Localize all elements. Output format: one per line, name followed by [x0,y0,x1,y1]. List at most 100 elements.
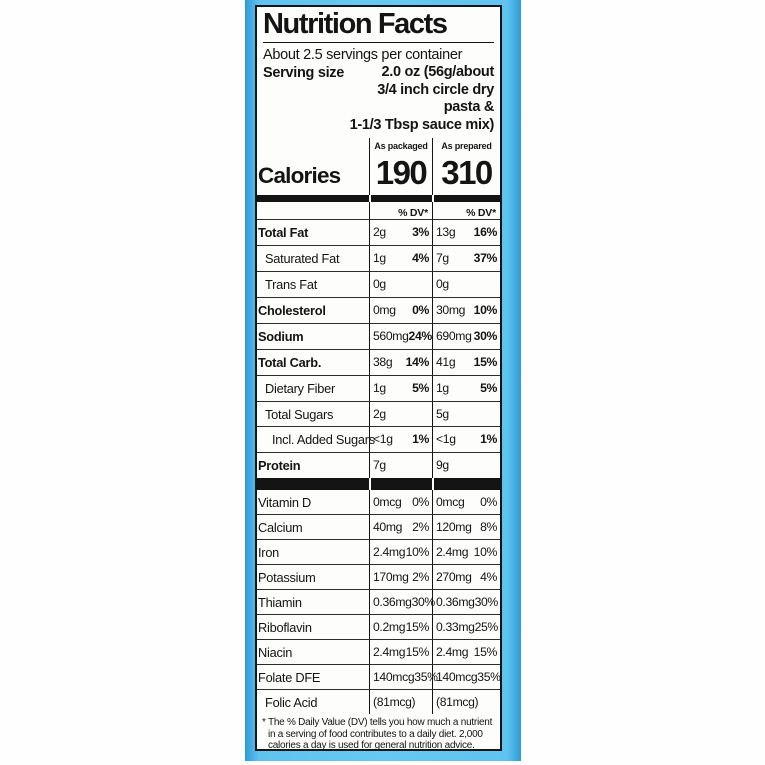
vitamin-packaged-cell: 40mg 2% [369,515,432,540]
nutrition-facts-title: Nutrition Facts [263,8,494,44]
nutrient-packaged-cell: 38g 14% [369,349,432,375]
column-headers-row: As packaged As prepared [257,138,500,152]
vitamin-label: Calcium [258,520,303,536]
daily-value-percent: 30% [474,595,499,610]
amount-value: (81mcg) [436,695,479,710]
amount-value: 2.4mg [373,645,406,660]
amount-value: 0mg [373,302,396,317]
nutrient-prepared-cell: 690mg 30% [432,323,500,349]
serving-size-value: 2.0 oz (56g/about 3/4 inch circle dry pas… [344,64,495,134]
daily-value-percent: 5% [412,380,429,395]
nutrient-row: Cholesterol 0mg 0% 30mg 10% [257,296,500,323]
daily-value-percent: 15% [405,620,430,635]
vitamin-prepared-cell: 0mcg 0% [432,490,500,515]
amount-value: 1g [373,251,386,266]
serving-size-label: Serving size [263,65,345,82]
vitamin-row: Vitamin D 0mcg 0% 0mcg 0% [257,490,500,515]
vitamin-packaged-cell: 140mcg 35% [369,665,438,690]
amount-value: <1g [373,432,393,447]
amount-value: 120mg [436,520,472,535]
amount-value: 1g [373,380,386,395]
nutrient-prepared-cell: 5g [432,401,500,427]
vitamin-prepared-cell: 0.36mg 30% [432,590,501,615]
daily-value-percent: 10% [405,545,430,560]
amount-value: 0.33mg [436,620,475,635]
amount-value: 0.36mg [373,595,412,610]
nutrient-prepared-cell: 0g [432,272,500,297]
nutrition-facts-label: Nutrition Facts About 2.5 servings per c… [255,5,502,751]
nutrient-prepared-cell: 1g 5% [432,375,500,401]
calories-prepared-value: 310 [432,151,500,196]
servings-per-container: About 2.5 servings per container [263,47,463,64]
amount-value: 38g [373,354,393,369]
vitamin-row: Potassium 170mg 2% 270mg 4% [257,564,500,590]
vitamin-packaged-cell: 0mcg 0% [369,490,432,515]
as-packaged-header: As packaged [369,138,432,152]
amount-value: 5g [436,406,449,421]
daily-value-percent: 4% [480,570,497,585]
daily-value-percent: 10% [473,545,498,560]
daily-value-percent: 1% [412,432,429,447]
column-header-spacer [257,138,369,151]
serving-size-line: 1-1/3 Tbsp sauce mix) [349,116,495,133]
daily-value-percent: 0% [480,495,497,510]
serving-size-row: Serving size 2.0 oz (56g/about 3/4 inch c… [263,63,494,134]
daily-value-percent: 3% [412,225,429,240]
nutrient-label: Cholesterol [258,302,326,318]
amount-value: <1g [436,432,456,447]
nutrient-packaged-cell: 0mg 0% [369,297,432,323]
amount-value: 41g [436,354,456,369]
daily-value-percent: 4% [412,251,429,266]
nutrient-row: Saturated Fat 1g 4% 7g 37% [257,245,500,272]
nutrient-packaged-cell: 2g 3% [369,220,432,246]
nutrient-packaged-cell: 1g 4% [369,246,432,272]
amount-value: 2g [373,406,386,421]
vitamin-label: Thiamin [258,595,302,611]
vitamin-prepared-cell: (81mcg) [432,690,500,715]
nutrient-packaged-cell: 560mg 24% [369,323,432,349]
nutrient-row: Total Sugars 2g 5g [257,400,500,427]
nutrient-row: Total Carb. 38g 14% 41g 15% [257,348,500,375]
nutrient-prepared-cell: 30mg 10% [432,297,500,323]
daily-value-percent: 30% [473,328,498,343]
nutrient-packaged-cell: 7g [369,453,432,479]
label-header: Nutrition Facts About 2.5 servings per c… [257,7,500,138]
amount-value: 2.4mg [436,545,469,560]
nutrient-label: Sodium [258,328,304,344]
vitamin-packaged-cell: (81mcg) [369,690,432,715]
vitamin-row: Thiamin 0.36mg 30% 0.36mg 30% [257,589,501,615]
main-nutrients-table: Total Fat 2g 3% 13g 16% Saturated Fat 1g 4% 7g 37… [257,219,500,479]
daily-value-percent: 15% [473,645,498,660]
vitamin-packaged-cell: 2.4mg 10% [369,540,432,565]
daily-value-percent: 2% [412,570,429,585]
vitamin-prepared-cell: 0.33mg 25% [432,615,501,640]
amount-value: 690mg [436,328,472,343]
nutrient-label: Total Sugars [265,406,334,422]
daily-value-percent: 1% [480,432,497,447]
amount-value: 0.36mg [436,595,475,610]
nutrient-label: Total Fat [258,225,309,241]
vitamin-row: Calcium 40mg 2% 120mg 8% [257,514,500,540]
vitamin-label: Folic Acid [265,695,318,711]
amount-value: 7g [436,251,449,266]
amount-value: 40mg [373,520,403,535]
vitamin-prepared-cell: 2.4mg 15% [432,640,500,665]
vitamin-row: Folic Acid (81mcg) (81mcg) [257,689,500,715]
amount-value: 2.4mg [436,645,469,660]
daily-value-percent: 25% [474,620,499,635]
vitamin-prepared-cell: 140mcg 35% [432,665,504,690]
amount-value: 30mg [436,302,466,317]
daily-value-percent: 15% [405,645,430,660]
nutrient-packaged-cell: <1g 1% [369,427,432,453]
amount-value: 0mcg [436,495,465,510]
amount-value: 560mg [373,328,409,343]
daily-value-percent: 5% [480,380,497,395]
daily-value-percent: 37% [473,251,498,266]
vitamin-label: Riboflavin [258,620,312,636]
nutrient-label: Protein [258,458,301,474]
amount-value: 0g [373,277,386,292]
nutrient-row: Incl. Added Sugars <1g 1% <1g 1% [257,426,500,453]
daily-value-percent: 16% [473,225,498,240]
vitamin-row: Niacin 2.4mg 15% 2.4mg 15% [257,639,500,665]
